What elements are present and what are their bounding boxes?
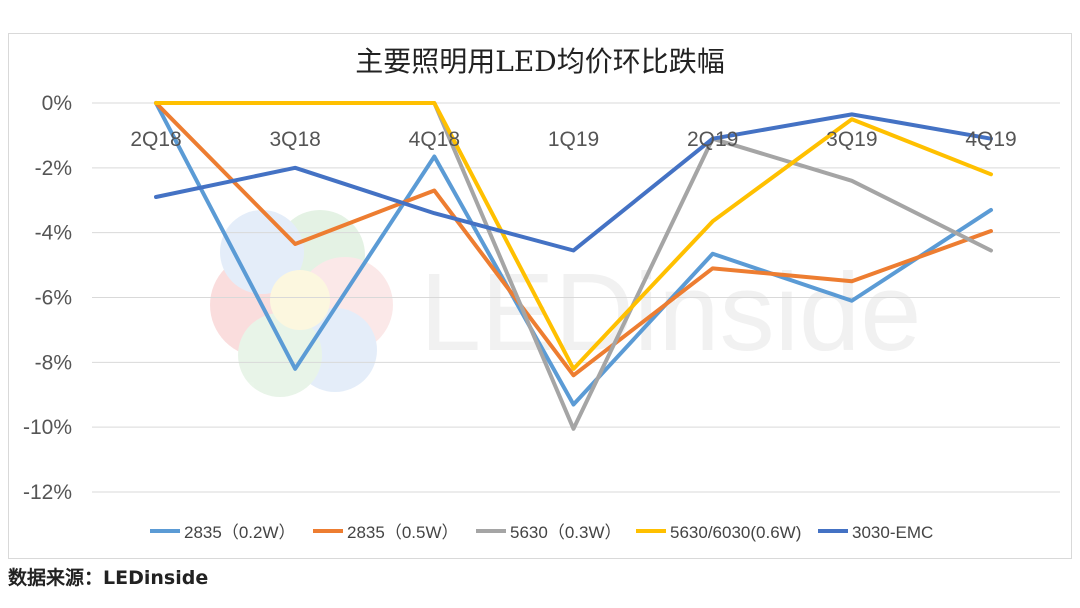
y-tick-label: -4% xyxy=(35,222,72,245)
watermark-petal xyxy=(270,270,330,330)
ledinside-watermark: LEDinside xyxy=(210,210,921,397)
watermark-petal xyxy=(238,313,322,397)
y-tick-label: 0% xyxy=(42,92,72,115)
series-line-1 xyxy=(154,101,993,407)
y-tick-label: -6% xyxy=(35,287,72,310)
series-line-2 xyxy=(154,101,993,378)
legend-label: 2835（0.5W） xyxy=(347,523,459,542)
x-tick-label: 3Q18 xyxy=(269,128,320,151)
legend-item: 5630/6030(0.6W) xyxy=(636,523,801,542)
legend-label: 5630/6030(0.6W) xyxy=(670,523,801,542)
legend-item: 3030-EMC xyxy=(818,523,933,542)
x-tick-label: 3Q19 xyxy=(826,128,877,151)
legend-label: 3030-EMC xyxy=(852,523,933,542)
x-tick-label: 4Q18 xyxy=(409,128,460,151)
chart-title: 主要照明用LED均价环比跌幅 xyxy=(355,45,725,78)
legend-item: 2835（0.2W） xyxy=(150,523,296,542)
legend-label: 2835（0.2W） xyxy=(184,523,296,542)
legend-item: 5630（0.3W） xyxy=(476,523,622,542)
y-tick-label: -8% xyxy=(35,351,72,374)
legend-label: 5630（0.3W） xyxy=(510,523,622,542)
x-tick-label: 4Q19 xyxy=(965,128,1016,151)
watermark-text: LEDinside xyxy=(420,251,921,374)
source-label: 数据来源：LEDinside xyxy=(8,567,209,589)
x-tick-label: 1Q19 xyxy=(548,128,599,151)
x-tick-label: 2Q18 xyxy=(130,128,181,151)
series-line-5 xyxy=(154,112,993,253)
series-line-4 xyxy=(154,101,993,371)
y-tick-label: -2% xyxy=(35,157,72,180)
y-tick-label: -12% xyxy=(23,481,72,504)
x-tick-label: 2Q19 xyxy=(687,128,738,151)
legend-item: 2835（0.5W） xyxy=(313,523,459,542)
y-tick-label: -10% xyxy=(23,416,72,439)
